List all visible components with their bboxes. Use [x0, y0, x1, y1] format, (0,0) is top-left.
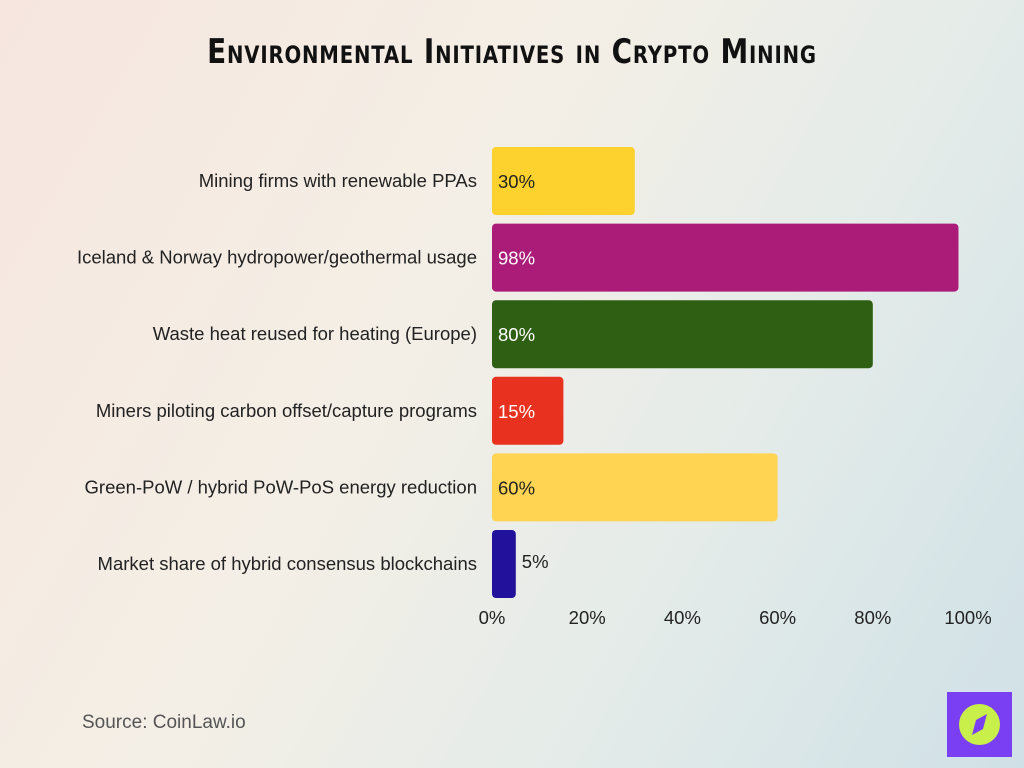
bar [492, 223, 959, 292]
bar [492, 453, 778, 522]
bar [492, 376, 564, 445]
x-tick-label: 80% [854, 607, 891, 628]
category-label: Miners piloting carbon offset/capture pr… [96, 400, 477, 421]
category-label: Market share of hybrid consensus blockch… [98, 553, 477, 574]
category-label: Mining firms with renewable PPAs [199, 170, 477, 191]
source-note: Source: CoinLaw.io [82, 712, 246, 733]
bar [492, 300, 873, 369]
data-label: 60% [498, 477, 535, 498]
chart-title: Environmental Initiatives in Crypto Mini… [207, 32, 817, 72]
data-label: 30% [498, 171, 535, 192]
category-label: Green-PoW / hybrid PoW-PoS energy reduct… [85, 476, 477, 497]
category-label: Iceland & Norway hydropower/geothermal u… [77, 247, 477, 268]
data-label: 5% [522, 551, 549, 572]
bar [492, 530, 516, 598]
data-label: 80% [498, 324, 535, 345]
data-label: 98% [498, 248, 535, 269]
compass-icon [947, 692, 1012, 757]
category-label: Waste heat reused for heating (Europe) [153, 323, 477, 344]
x-tick-label: 20% [569, 607, 606, 628]
bar [492, 147, 635, 215]
x-tick-label: 60% [759, 607, 796, 628]
x-tick-label: 40% [664, 607, 701, 628]
x-tick-label: 0% [479, 607, 506, 628]
x-tick-label: 100% [944, 607, 991, 628]
data-label: 15% [498, 401, 535, 422]
